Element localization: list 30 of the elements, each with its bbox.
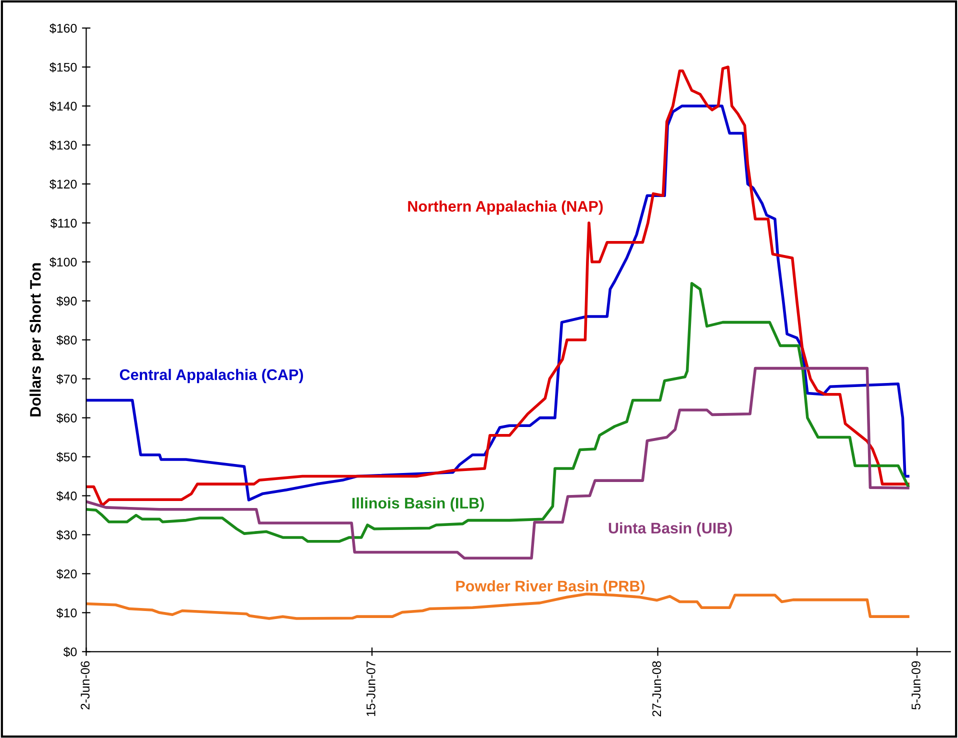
x-tick-label: 15-Jun-07 [366,661,376,716]
y-tick-label: $50 [56,452,77,462]
line-series [86,282,910,543]
y-tick-label: $140 [50,101,77,112]
y-tick-label: $20 [56,568,77,580]
y-tick-label: $30 [56,530,77,540]
y-tick-label: $80 [56,335,77,346]
series-label: Powder River Basin (PRB) [456,580,645,595]
y-tick-label: $100 [50,257,77,268]
text: Uinta Basin (UIB) [608,522,732,537]
line-series [86,592,910,620]
y-tick-label: $160 [50,23,77,34]
y-tick-label: $130 [50,140,77,150]
line-series [86,366,910,560]
series-label: Central Appalachia (CAP) [120,368,304,384]
y-axis-title: Dollars per Short Ton [30,263,44,416]
y-tick-label: $40 [56,491,77,502]
x-tick-label: 5-Jun-09 [912,661,920,710]
y-tick-label: $150 [50,62,77,72]
series-label: Northern Appalachia (NAP) [408,200,603,215]
y-tick-label: $10 [56,608,77,618]
y-tick-label: $0 [63,646,77,658]
y-tick-label: $70 [56,374,77,384]
series-label: Illinois Basin (ILB) [352,497,484,512]
y-tick-label: $90 [56,296,77,306]
x-tick-label: 27-Jun-08 [652,661,662,716]
y-tick-label: $60 [56,413,77,424]
y-tick-label: $120 [50,179,77,190]
x-tick-label: 2-Jun-06 [80,661,90,710]
y-tick-label: $110 [50,218,77,228]
